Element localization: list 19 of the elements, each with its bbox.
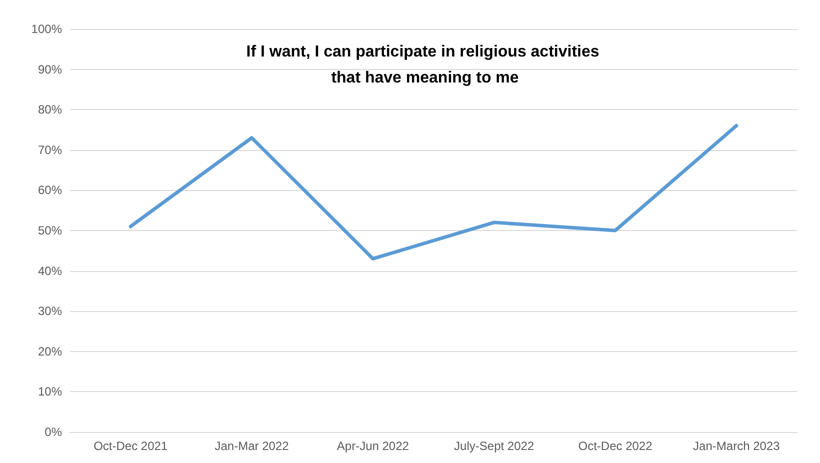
x-tick-label: Oct-Dec 2022: [578, 439, 653, 453]
y-tick-label: 50%: [38, 224, 62, 238]
y-tick-label: 10%: [38, 384, 62, 399]
line-series: [128, 124, 738, 260]
y-tick-label: 60%: [38, 183, 62, 198]
x-tick-label: Oct-Dec 2021: [94, 439, 168, 453]
y-tick-label: 30%: [38, 304, 62, 318]
text: If I want, I can participate in religious activities that have meaning to me: [246, 44, 604, 86]
x-tick-label: Jan-March 2023: [693, 439, 780, 453]
y-tick-label: 80%: [38, 102, 62, 117]
x-tick-label: Apr-Jun 2022: [336, 439, 410, 453]
y-tick-label: 20%: [38, 344, 62, 358]
x-tick-label: Jan-Mar 2022: [214, 439, 290, 453]
y-tick-label: 0%: [44, 425, 62, 439]
y-tick-label: 40%: [38, 264, 62, 278]
y-tick-label: 70%: [38, 142, 62, 157]
y-tick-label: 90%: [38, 62, 62, 76]
x-tick-label: July-Sept 2022: [454, 439, 534, 453]
y-tick-label: 100%: [31, 22, 62, 36]
